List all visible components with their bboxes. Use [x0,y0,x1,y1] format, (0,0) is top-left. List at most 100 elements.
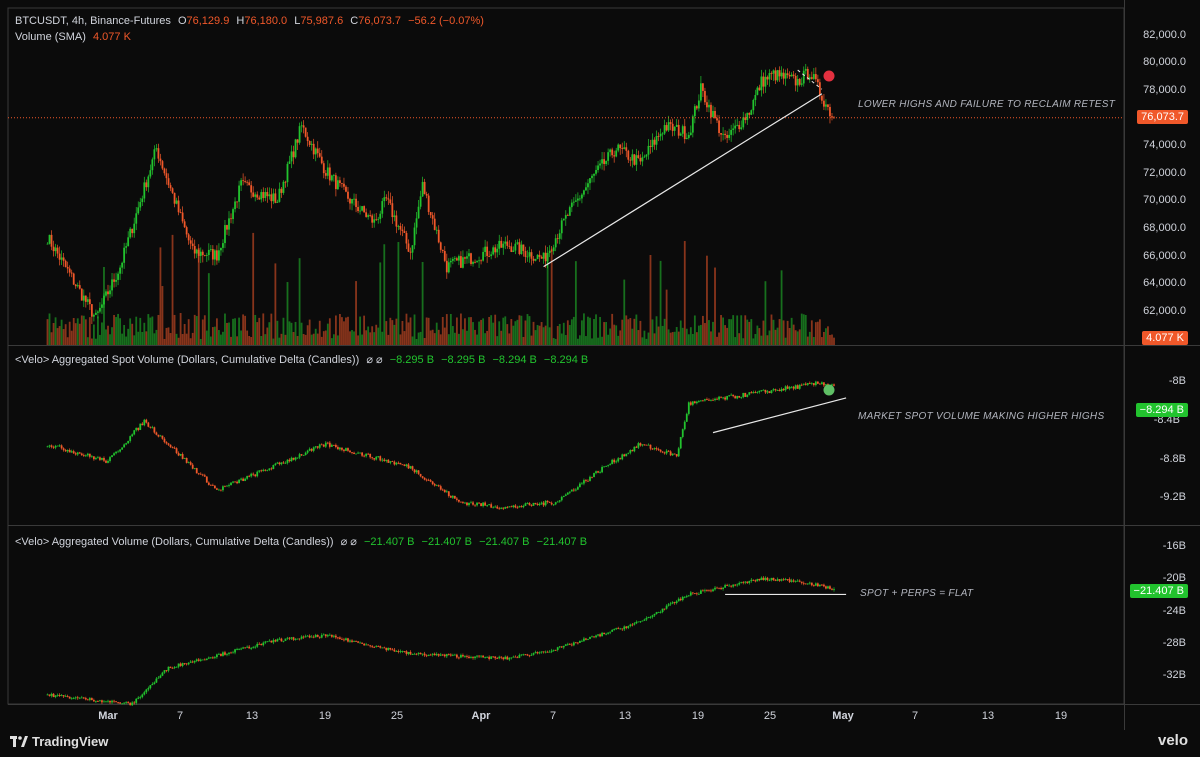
spot-cvd-candle [86,453,89,456]
agg-cvd-candle [484,657,487,658]
spot-cvd-low: −8.294 B [492,354,537,366]
price-candle [278,188,281,202]
close-value: 76,073.7 [358,15,402,27]
spot-cvd-title[interactable]: <Velo> Aggregated Spot Volume (Dollars, … [15,354,360,366]
spot-cvd-candle [157,434,160,437]
agg-cvd-title[interactable]: <Velo> Aggregated Volume (Dollars, Cumul… [15,536,334,548]
agg-cvd-candle [474,656,476,659]
volume-bar [280,333,283,345]
agg-cvd-candle [823,584,825,587]
volume-bar [357,335,359,345]
agg-cvd-candle [540,651,543,653]
spot-cvd-candle [655,448,658,450]
volume-bar [744,315,747,345]
volume-bar [50,332,53,345]
agg-cvd-candle [109,700,111,703]
price-candle [823,100,825,107]
spot-cvd-candle [131,434,134,437]
agg-cvd-candle [292,637,295,640]
annotation-spot-higher-highs[interactable]: MARKET SPOT VOLUME MAKING HIGHER HIGHS [858,411,1105,422]
spot-cvd-candle [52,446,55,448]
spot-cvd-candle [522,505,525,508]
spot-cvd-candle [704,399,706,401]
volume-bar [661,325,664,345]
spot-cvd-candle [542,502,545,506]
price-candle [92,314,95,317]
agg-cvd-candle [195,659,198,661]
volume-bar [76,318,79,345]
price-candle [310,143,313,145]
price-candle [629,159,632,161]
price-candle [363,206,366,213]
price-candle [66,267,69,269]
price-candle [361,206,363,211]
agg-cvd-candle [409,651,412,655]
price-candle [105,291,107,296]
volume-bar [359,316,361,345]
volume-bar [272,338,275,345]
price-candle [829,106,831,117]
symbol-legend[interactable]: BTCUSDT, 4h, Binance-Futures O76,129.9 H… [15,15,488,27]
agg-cvd-candle [657,612,660,613]
price-candle [669,122,672,124]
spot-cvd-candle [653,448,656,450]
price-candle [111,279,113,291]
volume-bar [171,234,174,345]
agg-cvd-candle [681,596,684,601]
volume-legend[interactable]: Volume (SMA) 4.077 K [15,31,135,43]
agg-cvd-candle [466,656,468,657]
agg-cvd-candle [460,655,462,658]
price-candle [746,112,749,121]
spot-cvd-candle [78,452,81,454]
agg-cvd-candle [165,670,168,671]
agg-cvd-candle [179,663,182,666]
volume-bar [431,329,434,345]
price-candle [328,167,331,181]
price-candle [399,226,402,230]
price-candle [359,210,361,212]
price-change: −56.2 (−0.07%) [408,15,484,27]
annotation-spot-perps-flat[interactable]: SPOT + PERPS = FLAT [860,588,974,599]
annotation-lower-highs[interactable]: LOWER HIGHS AND FAILURE TO RECLAIM RETES… [858,99,1116,110]
price-candle [736,124,739,126]
agg-cvd-candle [78,697,81,699]
agg-cvd-candle [673,602,676,604]
agg-cvd-candle [716,587,718,589]
agg-cvd-candle [56,694,59,696]
price-candle [625,147,628,151]
spot-cvd-candle [145,419,148,423]
volume-bar [435,322,438,345]
agg-cvd-candle [800,581,803,583]
volume-label[interactable]: Volume (SMA) [15,31,86,43]
volume-bar [377,327,380,345]
volume-bar [103,267,105,345]
velo-logo[interactable]: velo [1157,732,1188,749]
spot-cvd-candle [510,506,513,508]
price-candle [50,234,53,247]
close-label: C [350,15,359,27]
spot-cvd-candle [532,502,535,506]
volume-bar [691,333,694,345]
agg-cvd-candle [816,583,819,587]
spot-cvd-candle [312,447,315,451]
agg-cvd-candle [708,590,710,592]
volume-bar [90,338,93,345]
volume-bar [181,334,184,345]
price-candle [685,137,688,140]
spot-cvd-candle [296,457,299,459]
agg-cvd-candle [48,694,51,696]
volume-bar [780,270,783,345]
price-candle [518,242,521,255]
symbol-title[interactable]: BTCUSDT, 4h, Binance-Futures [15,15,171,27]
volume-bar [240,330,242,345]
agg-cvd-candle [746,581,749,583]
agg-cvd-candle [199,659,202,661]
volume-bar [823,331,825,345]
volume-bar [810,320,813,345]
agg-cvd-close: −21.407 B [536,536,588,548]
spot-cvd-legend[interactable]: <Velo> Aggregated Spot Volume (Dollars, … [15,353,592,366]
agg-cvd-legend[interactable]: <Velo> Aggregated Volume (Dollars, Cumul… [15,535,591,548]
spot-cvd-candle [238,479,240,484]
tradingview-logo[interactable]: TradingView [10,734,108,749]
